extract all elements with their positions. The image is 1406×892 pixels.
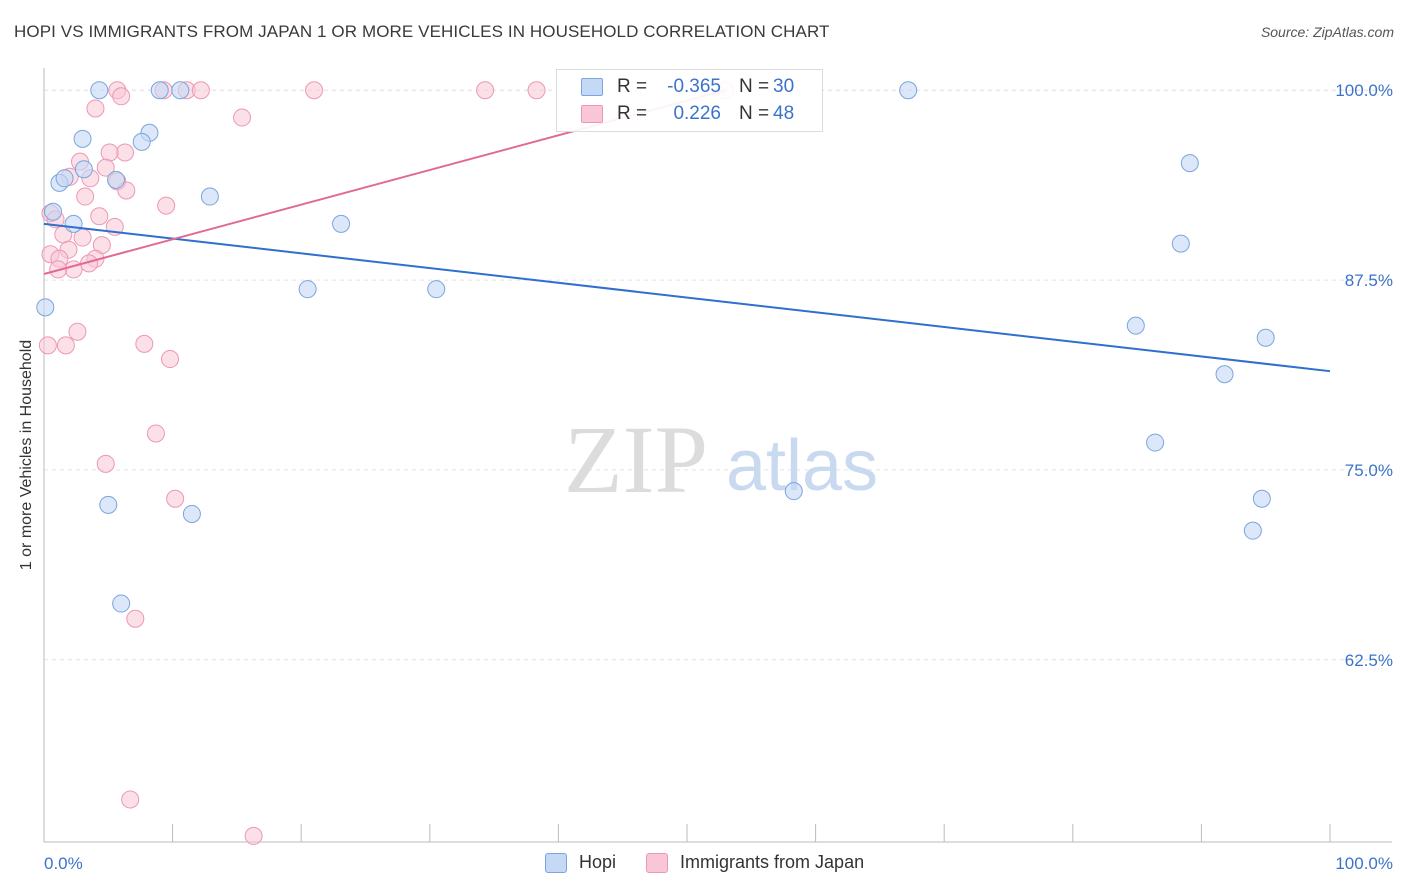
hopi-point [36, 298, 55, 317]
hopi-point [90, 81, 109, 100]
legend-r-label: R = [617, 103, 648, 124]
hopi-point [1256, 328, 1275, 347]
hopi-point [171, 81, 190, 100]
japan-point [86, 99, 105, 118]
correlation-legend: R = -0.365 N = 30 R = 0.226 N = 48 [556, 69, 823, 132]
hopi-point [1171, 234, 1190, 253]
y-tick-label: 62.5% [1345, 651, 1393, 670]
watermark: ZIP atlas [564, 406, 878, 513]
hopi-point [1215, 365, 1234, 384]
hopi-point [64, 214, 83, 233]
japan-point [96, 158, 115, 177]
gridlines [44, 89, 1392, 661]
japan-point [56, 336, 75, 355]
source-label: Source: ZipAtlas.com [1260, 24, 1394, 40]
japan-point [135, 334, 154, 353]
japan-point [126, 609, 145, 628]
japan-point [68, 322, 87, 341]
japan-points [38, 81, 735, 845]
hopi-point [107, 170, 126, 189]
hopi-point [44, 202, 63, 221]
x-tick-label: 100.0% [1335, 854, 1393, 873]
hopi-legend-swatch [545, 852, 567, 873]
hopi-trend-line [43, 222, 1331, 373]
legend-item-hopi[interactable]: Hopi [545, 852, 616, 873]
hopi-point [150, 81, 169, 100]
japan-point [233, 108, 252, 127]
japan-point [112, 87, 131, 106]
chart-title: HOPI VS IMMIGRANTS FROM JAPAN 1 OR MORE … [14, 22, 830, 41]
japan-point [527, 81, 546, 100]
japan-point [90, 207, 109, 226]
y-tick-label: 100.0% [1335, 81, 1393, 100]
legend-n-label: N = [739, 103, 770, 124]
watermark-zip: ZIP [564, 406, 708, 513]
legend-r-value: -0.365 [667, 76, 721, 97]
y-axis-label: 1 or more Vehicles in Household [18, 339, 35, 571]
legend-row-hopi: R = -0.365 N = 30 [557, 74, 794, 100]
hopi-point [132, 132, 151, 151]
hopi-point [332, 214, 351, 233]
legend-row-japan: R = 0.226 N = 48 [557, 101, 794, 127]
hopi-point [1180, 154, 1199, 173]
japan-point [100, 143, 119, 162]
y-tick-label: 75.0% [1345, 461, 1393, 480]
japan-point [166, 489, 185, 508]
hopi-point [182, 504, 201, 523]
hopi-point [73, 129, 92, 148]
legend-item-japan[interactable]: Immigrants from Japan [646, 852, 864, 873]
hopi-point [1126, 316, 1145, 335]
japan-point [244, 826, 263, 845]
japan-point [191, 81, 210, 100]
legend-n-label: N = [739, 76, 770, 97]
legend-r-label: R = [617, 76, 648, 97]
japan-legend-swatch [646, 852, 669, 873]
tick-labels: 62.5% 75.0% 87.5% 100.0% 0.0% 100.0% [44, 81, 1393, 873]
japan-point [121, 790, 140, 809]
legend-n-value: 30 [773, 76, 795, 97]
japan-point [146, 424, 165, 443]
hopi-point [1243, 521, 1262, 540]
y-tick-label: 87.5% [1345, 271, 1393, 290]
japan-swatch [581, 105, 603, 123]
hopi-points [36, 81, 1275, 613]
hopi-swatch [581, 78, 603, 96]
x-tick-label: 0.0% [44, 854, 83, 873]
hopi-point [784, 482, 803, 501]
axes [43, 68, 1392, 843]
japan-point [157, 196, 176, 215]
hopi-point [99, 495, 118, 514]
japan-point [476, 81, 495, 100]
japan-legend-label: Immigrants from Japan [680, 852, 865, 872]
hopi-legend-label: Hopi [579, 852, 617, 872]
hopi-point [427, 280, 446, 299]
hopi-point [1146, 433, 1165, 452]
hopi-point [112, 594, 131, 613]
hopi-point [298, 280, 317, 299]
hopi-point [899, 81, 918, 100]
japan-point [76, 187, 95, 206]
japan-point [38, 336, 57, 355]
series-legend: Hopi Immigrants from Japan [545, 852, 894, 873]
japan-point [96, 454, 115, 473]
japan-point [116, 143, 135, 162]
japan-point [305, 81, 324, 100]
hopi-point [200, 187, 219, 206]
legend-n-value: 48 [773, 103, 795, 124]
hopi-point [1252, 489, 1271, 508]
hopi-point [55, 169, 74, 188]
hopi-point [74, 160, 93, 179]
japan-point [161, 350, 180, 369]
legend-r-value: 0.226 [673, 103, 721, 124]
